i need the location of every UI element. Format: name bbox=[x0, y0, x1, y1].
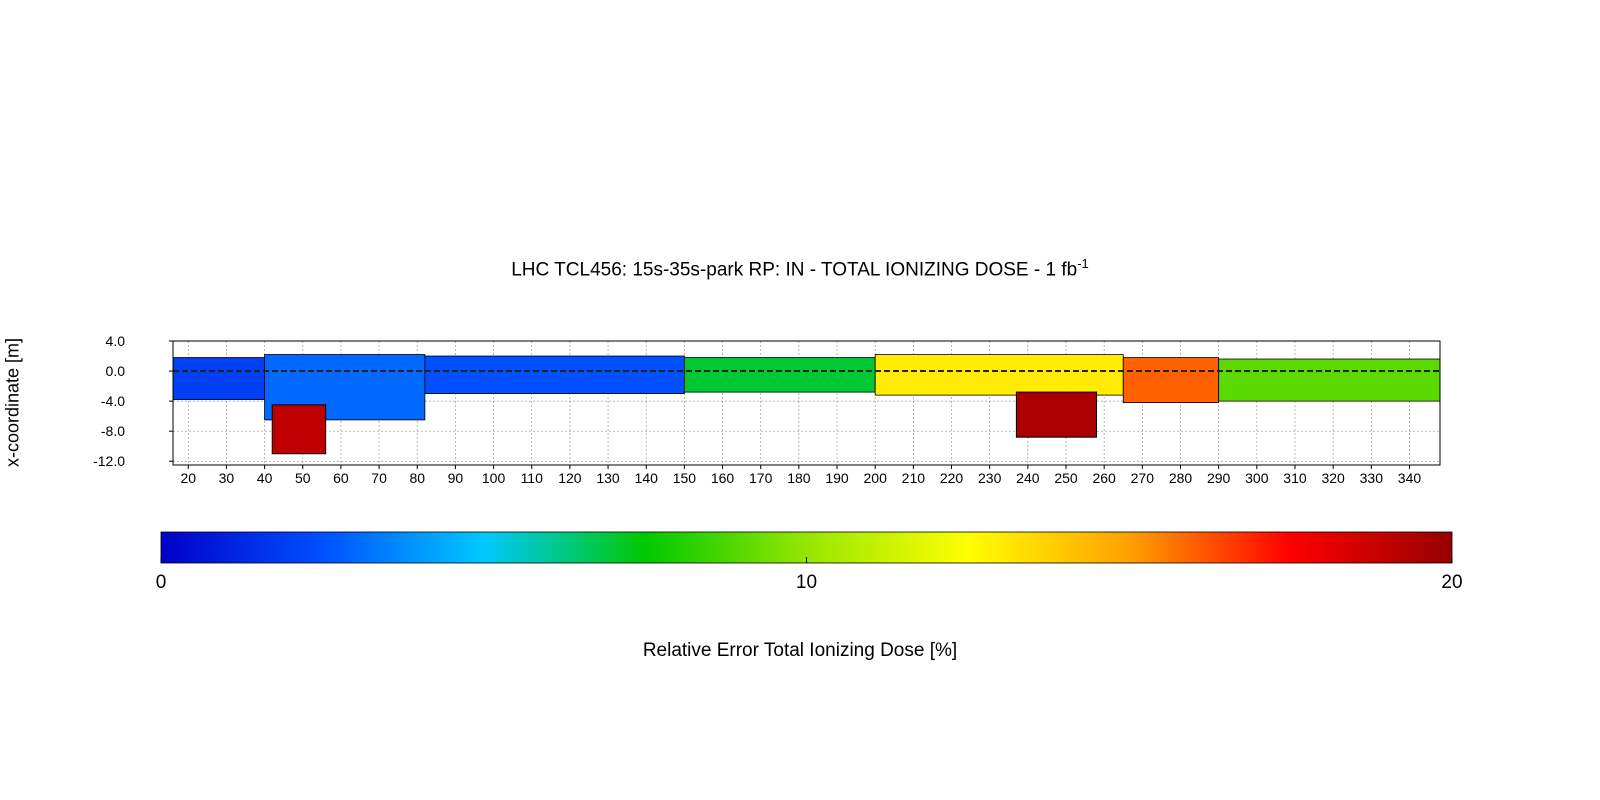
colorbar-tick-label: 20 bbox=[1441, 572, 1462, 593]
x-tick-label: 130 bbox=[596, 470, 620, 486]
x-tick-label: 240 bbox=[1016, 470, 1040, 486]
x-tick-label: 40 bbox=[257, 470, 273, 486]
plot-frame bbox=[172, 340, 1441, 466]
x-tick-label: 120 bbox=[558, 470, 582, 486]
x-tick-label: 230 bbox=[978, 470, 1002, 486]
x-tick-label: 220 bbox=[940, 470, 964, 486]
x-tick-label: 270 bbox=[1131, 470, 1155, 486]
chart-title-superscript: -1 bbox=[1077, 256, 1089, 271]
y-axis: 4.0 0.0 -4.0 -8.0 -12.0 bbox=[93, 333, 173, 469]
beamline-segment bbox=[1218, 358, 1440, 402]
x-tick-label: 70 bbox=[371, 470, 387, 486]
colorbar-tick-label: 0 bbox=[156, 572, 167, 593]
x-tick-label: 250 bbox=[1054, 470, 1078, 486]
x-tick-label: 310 bbox=[1283, 470, 1307, 486]
y-tick-label: -8.0 bbox=[101, 423, 125, 439]
beamline-segment bbox=[173, 357, 265, 401]
beamline-segment bbox=[874, 354, 1124, 396]
x-tick-label: 90 bbox=[448, 470, 464, 486]
x-tick-label: 30 bbox=[219, 470, 235, 486]
chart-title: LHC TCL456: 15s-35s-park RP: IN - TOTAL … bbox=[0, 256, 1600, 281]
x-tick-label: 320 bbox=[1321, 470, 1345, 486]
x-tick-label: 100 bbox=[482, 470, 506, 486]
beamline-segment bbox=[683, 357, 876, 393]
x-tick-label: 210 bbox=[902, 470, 926, 486]
x-tick-label: 110 bbox=[521, 470, 544, 486]
beamline-segment bbox=[1122, 357, 1220, 404]
x-tick-label: 80 bbox=[409, 470, 425, 486]
x-tick-label: 280 bbox=[1169, 470, 1193, 486]
high-error-region bbox=[1015, 391, 1098, 438]
chart-title-text: LHC TCL456: 15s-35s-park RP: IN - TOTAL … bbox=[511, 259, 1078, 281]
x-tick-label: 60 bbox=[333, 470, 349, 486]
x-tick-label: 200 bbox=[864, 470, 888, 486]
x-tick-label: 290 bbox=[1207, 470, 1231, 486]
x-tick-label: 260 bbox=[1092, 470, 1116, 486]
x-tick-label: 180 bbox=[787, 470, 811, 486]
y-tick-label: 0.0 bbox=[106, 363, 126, 379]
x-tick-label: 170 bbox=[749, 470, 773, 486]
x-tick-label: 150 bbox=[673, 470, 697, 486]
beamline-segment bbox=[424, 355, 685, 395]
x-tick-label: 140 bbox=[635, 470, 659, 486]
x-tick-label: 300 bbox=[1245, 470, 1269, 486]
y-tick-label: -4.0 bbox=[101, 393, 125, 409]
x-axis: 20 30 40 50 60 70 80 90 100 110 120 130 140 150 160 170… bbox=[180, 465, 1421, 486]
y-tick-label: 4.0 bbox=[106, 333, 126, 349]
x-tick-label: 160 bbox=[711, 470, 735, 486]
colorbar-ticks: 0 10 20 bbox=[156, 557, 1463, 593]
x-tick-label: 20 bbox=[180, 470, 196, 486]
colorbar-tick-label: 10 bbox=[796, 572, 817, 593]
y-tick-label: -12.0 bbox=[93, 453, 125, 469]
colorbar-title: Relative Error Total Ionizing Dose [%] bbox=[642, 640, 958, 661]
x-tick-label: 190 bbox=[825, 470, 849, 486]
x-tick-label: 340 bbox=[1398, 470, 1422, 486]
x-tick-label: 330 bbox=[1360, 470, 1384, 486]
high-error-region bbox=[271, 404, 327, 455]
dose-error-map bbox=[173, 354, 1440, 455]
x-tick-label: 50 bbox=[295, 470, 311, 486]
